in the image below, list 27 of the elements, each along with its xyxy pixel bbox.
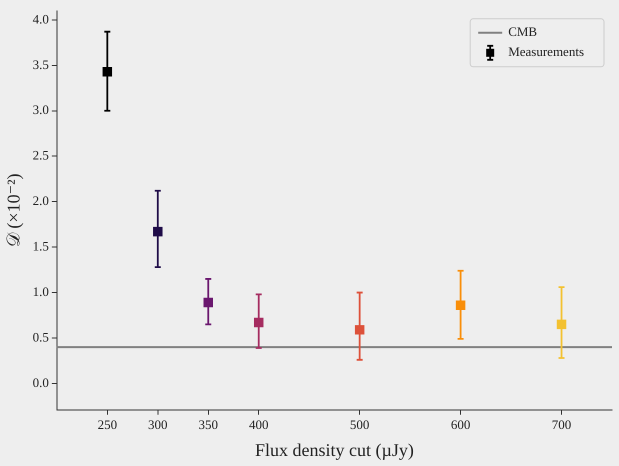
y-tick-label: 2.5 [32, 148, 49, 163]
point [102, 66, 112, 76]
x-axis-title: Flux density cut (µJy) [254, 440, 414, 460]
x-tick-label: 400 [248, 417, 268, 432]
y-tick-label: 3.5 [32, 56, 49, 72]
legend-label: Measurements [508, 44, 584, 60]
y-tick-label: 0.0 [32, 374, 49, 390]
x-tick-label: 500 [350, 417, 370, 432]
point [254, 318, 264, 328]
x-tick-label: 350 [198, 417, 218, 432]
y-tick-label: 1.5 [32, 238, 49, 254]
x-tick-label: 250 [98, 417, 118, 432]
y-tick-label: 2.0 [32, 193, 49, 208]
x-tick-label: 700 [552, 417, 572, 432]
point [354, 325, 364, 335]
point [556, 320, 566, 330]
y-tick-label: 0.5 [32, 329, 49, 344]
y-tick-label: 3.0 [32, 102, 49, 118]
y-axis-title: 𝒟 (×10⁻²) [4, 174, 24, 248]
point [204, 298, 213, 308]
point [456, 300, 466, 310]
point [153, 226, 163, 236]
x-tick-label: 300 [148, 417, 168, 432]
x-tick-label: 600 [450, 417, 470, 432]
y-tick-label: 1.0 [32, 284, 49, 299]
legend-label: CMB [508, 24, 538, 40]
y-tick-label: 4.0 [32, 11, 49, 26]
